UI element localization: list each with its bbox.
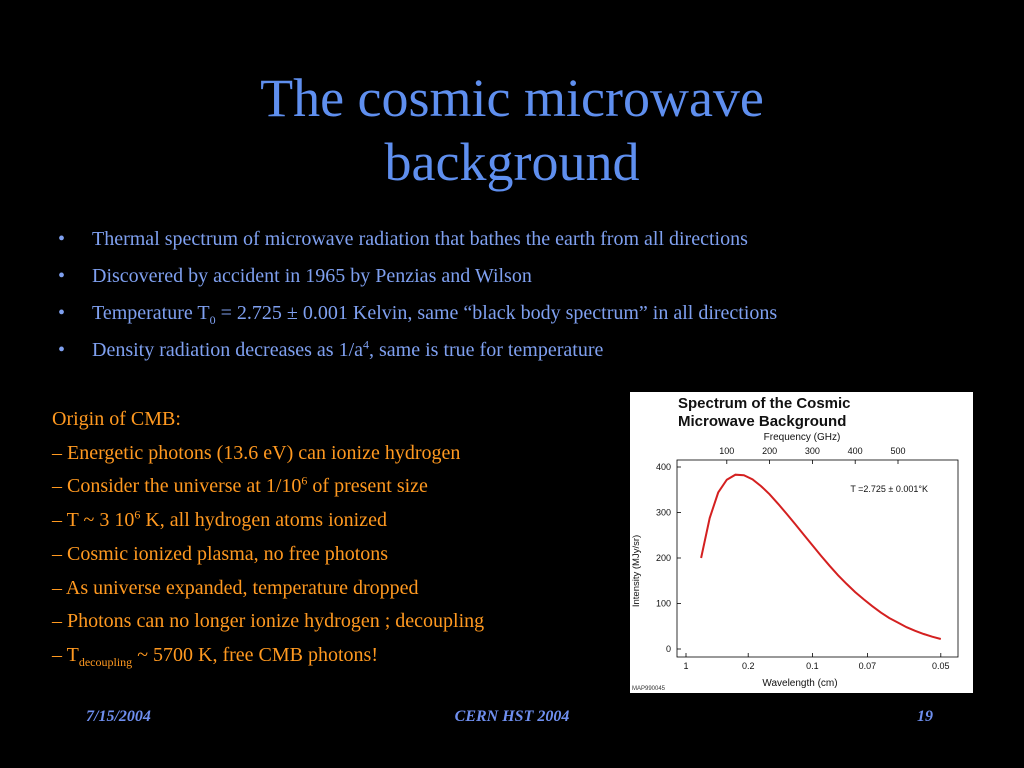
temperature-annotation: T =2.725 ± 0.001°K: [850, 484, 928, 494]
superscript: 6: [301, 473, 308, 488]
bullet-text: Discovered by accident in 1965 by Penzia…: [92, 265, 532, 287]
y-tick-label: 200: [656, 553, 671, 563]
cmb-spectrum-chart: Spectrum of the Cosmic Microwave Backgro…: [630, 392, 973, 693]
bullet-list: • Thermal spectrum of microwave radiation…: [58, 227, 777, 375]
chart-title-line-1: Spectrum of the Cosmic: [678, 395, 851, 412]
origin-text: – T: [52, 643, 79, 666]
subscript: 0: [209, 313, 216, 327]
title-line-2: background: [384, 132, 640, 192]
bullet-item: • Density radiation decreases as 1/a4, sa…: [58, 338, 777, 362]
origin-line: – Tdecoupling ~ 5700 K, free CMB photons…: [52, 639, 484, 673]
spectrum-curve: [700, 473, 942, 640]
title-line-1: The cosmic microwave: [260, 68, 764, 128]
origin-text: – Consider the universe at 1/10: [52, 475, 302, 498]
origin-text: – T ~ 3 10: [52, 509, 135, 532]
origin-heading: Origin of CMB:: [52, 408, 181, 430]
origin-text: of present size: [307, 475, 428, 498]
bullet-text: Temperature T: [92, 302, 210, 324]
y-tick-label: 100: [656, 599, 671, 609]
bullet-text: Density radiation decreases as 1/a: [92, 339, 364, 361]
origin-line: – T ~ 3 106 K, all hydrogen atoms ionize…: [52, 504, 484, 538]
x-tick-label: 0.05: [932, 661, 950, 671]
bullet-marker: •: [58, 228, 66, 250]
origin-text: K, all hydrogen atoms ionized: [140, 509, 387, 532]
plot-frame: [676, 459, 959, 658]
origin-line: – Consider the universe at 1/106 of pres…: [52, 470, 484, 504]
chart-title-line-2: Microwave Background: [678, 413, 846, 430]
top-ticks: 100 200 300 400 500: [719, 446, 906, 464]
bullet-item: • Discovered by accident in 1965 by Penzi…: [58, 264, 777, 288]
footer-center: CERN HST 2004: [454, 708, 570, 725]
x-ticks: 1 0.2 0.1 0.07 0.05: [683, 653, 950, 671]
bullet-marker: •: [58, 339, 66, 361]
origin-line: – Cosmic ionized plasma, no free photons: [52, 542, 389, 565]
chart-svg: Spectrum of the Cosmic Microwave Backgro…: [631, 395, 959, 692]
bullet-item: • Thermal spectrum of microwave radiation…: [58, 227, 777, 251]
superscript: 6: [134, 507, 141, 522]
y-ticks: 400 300 200 100 0: [656, 462, 681, 654]
origin-line: – Energetic photons (13.6 eV) can ionize…: [52, 441, 461, 464]
x-axis-label: Wavelength (cm): [762, 678, 837, 689]
slide-title: The cosmic microwave background: [0, 66, 1024, 194]
y-tick-label: 300: [656, 508, 671, 518]
footer-page-number: 19: [917, 708, 933, 725]
top-tick-label: 200: [762, 446, 777, 456]
top-tick-label: 400: [848, 446, 863, 456]
subscript: decoupling: [78, 654, 133, 669]
superscript: 4: [363, 337, 370, 352]
top-tick-label: 300: [805, 446, 820, 456]
top-tick-label: 500: [890, 446, 905, 456]
origin-line: – As universe expanded, temperature drop…: [52, 576, 419, 599]
top-axis-label: Frequency (GHz): [764, 432, 841, 443]
x-tick-label: 0.07: [859, 661, 877, 671]
top-tick-label: 100: [719, 446, 734, 456]
bullet-text: Thermal spectrum of microwave radiation …: [92, 228, 748, 250]
y-tick-label: 0: [666, 644, 671, 654]
origin-text: ~ 5700 K, free CMB photons!: [132, 643, 378, 666]
bullet-text: , same is true for temperature: [369, 339, 604, 361]
figure-code: MAP990045: [632, 686, 666, 692]
y-tick-label: 400: [656, 462, 671, 472]
footer-date: 7/15/2004: [86, 708, 151, 725]
x-tick-label: 1: [683, 661, 688, 671]
y-axis-label: Intensity (MJy/sr): [631, 535, 642, 607]
bullet-marker: •: [58, 265, 66, 287]
origin-section: Origin of CMB: – Energetic photons (13.6…: [52, 403, 484, 673]
bullet-text: = 2.725 ± 0.001 Kelvin, same “black body…: [215, 302, 778, 324]
bullet-marker: •: [58, 302, 66, 324]
x-tick-label: 0.1: [806, 661, 819, 671]
bullet-item: • Temperature T0 = 2.725 ± 0.001 Kelvin, …: [58, 301, 778, 327]
x-tick-label: 0.2: [742, 661, 755, 671]
origin-line: – Photons can no longer ionize hydrogen …: [52, 610, 485, 633]
